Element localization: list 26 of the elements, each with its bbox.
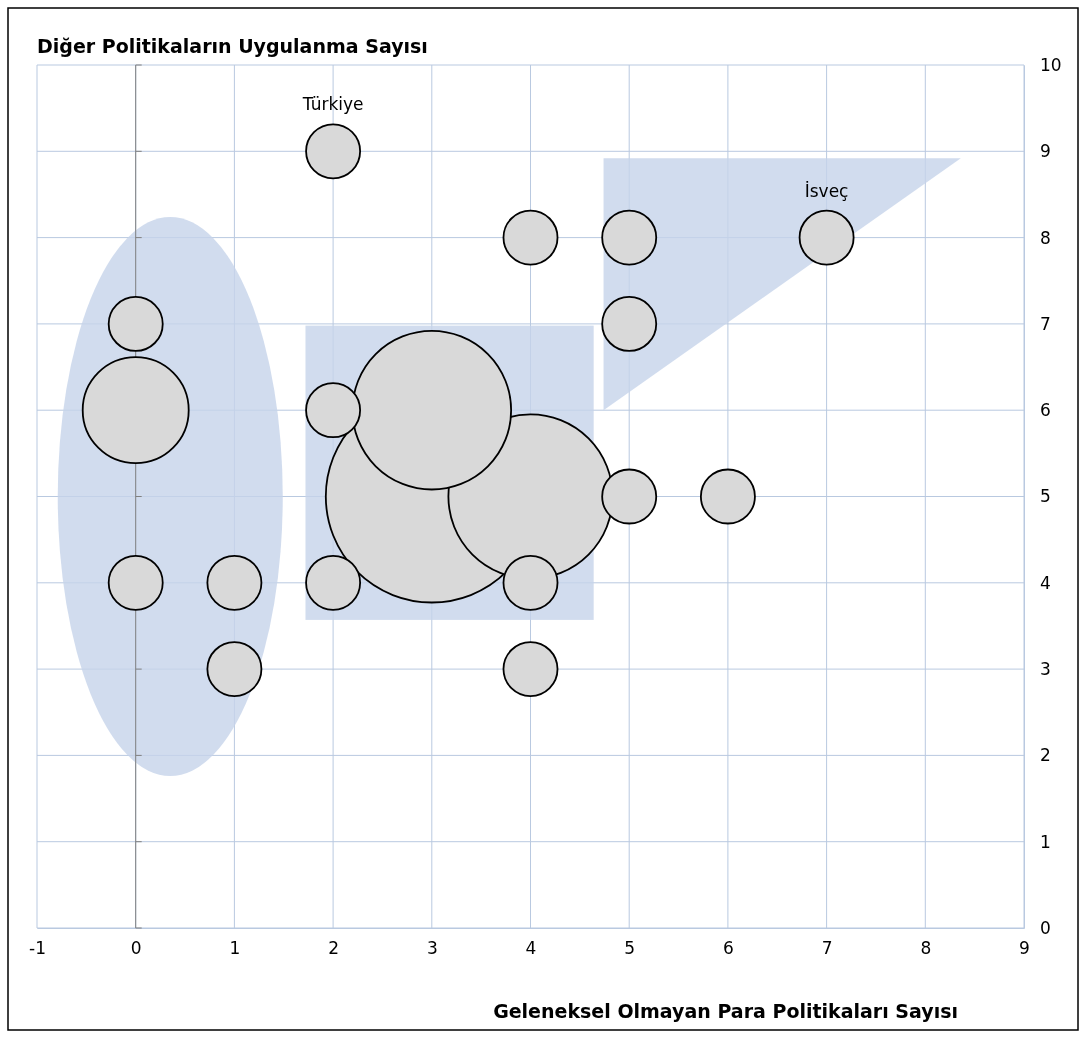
annotation: İsveç <box>804 180 849 201</box>
annotation: Türkiye <box>301 94 364 115</box>
y-tick-label: 6 <box>1040 400 1051 421</box>
y-tick-label: 4 <box>1040 572 1051 593</box>
x-tick-label: 0 <box>130 938 142 959</box>
y-tick-label: 7 <box>1040 313 1051 334</box>
x-tick-label: 2 <box>328 938 340 959</box>
y-tick-label: 5 <box>1040 486 1051 507</box>
y-tick-label: 9 <box>1040 141 1051 162</box>
x-tick-label: 5 <box>624 938 636 959</box>
y-tick-label: 0 <box>1040 917 1051 938</box>
x-tick-label: 8 <box>920 938 932 959</box>
x-tick-label: 3 <box>426 938 438 959</box>
y-tick-label: 8 <box>1040 227 1051 248</box>
y-tick-label: 1 <box>1040 831 1051 852</box>
x-tick-label: -1 <box>29 938 46 959</box>
y-tick-label: 3 <box>1040 659 1051 680</box>
x-axis-title: Geleneksel Olmayan Para Politikaları Sayısı <box>493 1000 958 1022</box>
x-tick-label: 6 <box>722 938 734 959</box>
x-tick-label: 7 <box>821 938 833 959</box>
y-tick-label: 10 <box>1040 54 1062 75</box>
x-tick-label: 4 <box>525 938 537 959</box>
y-tick-label: 2 <box>1040 745 1051 766</box>
x-tick-label: 9 <box>1019 938 1030 959</box>
y-axis-title: Diğer Politikaların Uygulanma Sayısı <box>37 35 428 57</box>
x-tick-label: 1 <box>229 938 241 959</box>
